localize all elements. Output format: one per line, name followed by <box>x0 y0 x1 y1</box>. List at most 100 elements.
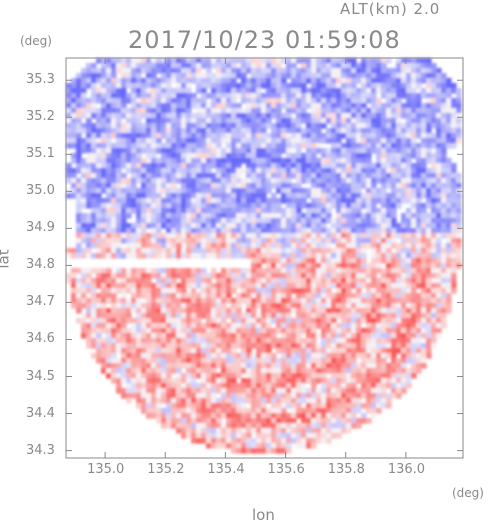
velocity-cell <box>116 278 122 284</box>
velocity-cell <box>361 173 367 179</box>
velocity-cell <box>236 193 242 199</box>
velocity-cell <box>301 118 307 124</box>
velocity-cell <box>316 298 322 304</box>
velocity-cell <box>216 363 222 369</box>
velocity-cell <box>261 233 267 239</box>
velocity-cell <box>311 228 317 234</box>
velocity-cell <box>126 313 132 319</box>
velocity-cell <box>141 203 147 209</box>
velocity-cell <box>271 293 277 299</box>
velocity-cell <box>221 203 227 209</box>
velocity-cell <box>386 218 392 224</box>
velocity-cell <box>206 138 212 144</box>
velocity-cell <box>421 158 427 164</box>
velocity-cell <box>441 138 447 144</box>
velocity-cell <box>246 398 252 404</box>
velocity-cell <box>401 188 407 194</box>
velocity-cell <box>396 358 402 364</box>
velocity-cell <box>291 283 297 289</box>
velocity-cell <box>151 103 157 109</box>
velocity-cell <box>241 98 247 104</box>
velocity-cell <box>411 313 417 319</box>
velocity-cell <box>451 83 457 89</box>
velocity-cell <box>336 348 342 354</box>
velocity-cell <box>431 163 437 169</box>
velocity-cell <box>406 93 412 99</box>
velocity-cell <box>101 133 107 139</box>
velocity-cell <box>241 273 247 279</box>
velocity-cell <box>171 348 177 354</box>
velocity-cell <box>316 353 322 359</box>
velocity-cell <box>336 138 342 144</box>
velocity-cell <box>186 138 192 144</box>
velocity-cell <box>266 228 272 234</box>
velocity-cell <box>281 193 287 199</box>
velocity-cell <box>431 108 437 114</box>
velocity-cell <box>396 133 402 139</box>
velocity-cell <box>436 143 442 149</box>
velocity-cell <box>321 203 327 209</box>
velocity-cell <box>116 338 122 344</box>
velocity-cell <box>136 398 142 404</box>
velocity-cell <box>201 298 207 304</box>
velocity-cell <box>156 403 162 409</box>
velocity-cell <box>321 73 327 79</box>
velocity-cell <box>431 173 437 179</box>
velocity-cell <box>376 223 382 229</box>
velocity-cell <box>186 73 192 79</box>
velocity-cell <box>71 88 77 94</box>
velocity-cell <box>416 173 422 179</box>
velocity-cell <box>386 238 392 244</box>
velocity-cell <box>351 408 357 414</box>
velocity-cell <box>106 308 112 314</box>
velocity-cell <box>141 288 147 294</box>
velocity-cell <box>361 133 367 139</box>
velocity-cell <box>136 333 142 339</box>
velocity-cell <box>371 323 377 329</box>
velocity-cell <box>446 98 452 104</box>
velocity-cell <box>76 223 82 229</box>
velocity-cell <box>251 78 257 84</box>
velocity-cell <box>126 308 132 314</box>
velocity-cell <box>186 158 192 164</box>
velocity-cell <box>371 328 377 334</box>
velocity-cell <box>371 388 377 394</box>
velocity-cell <box>136 178 142 184</box>
velocity-cell <box>276 338 282 344</box>
velocity-cell <box>311 298 317 304</box>
velocity-cell <box>146 283 152 289</box>
velocity-cell <box>351 193 357 199</box>
velocity-cell <box>196 228 202 234</box>
velocity-cell <box>121 288 127 294</box>
velocity-cell <box>386 278 392 284</box>
velocity-cell <box>171 358 177 364</box>
velocity-cell <box>296 68 302 74</box>
velocity-cell <box>161 308 167 314</box>
velocity-cell <box>141 378 147 384</box>
velocity-cell <box>306 203 312 209</box>
velocity-cell <box>251 203 257 209</box>
velocity-cell <box>176 353 182 359</box>
velocity-cell <box>206 163 212 169</box>
velocity-cell <box>396 243 402 249</box>
velocity-cell <box>356 208 362 214</box>
velocity-cell <box>381 78 387 84</box>
velocity-cell <box>71 293 77 299</box>
velocity-cell <box>326 248 332 254</box>
velocity-cell <box>251 98 257 104</box>
velocity-cell <box>356 313 362 319</box>
velocity-cell <box>181 323 187 329</box>
velocity-cell <box>391 243 397 249</box>
velocity-cell <box>81 318 87 324</box>
velocity-cell <box>141 68 147 74</box>
velocity-cell <box>346 143 352 149</box>
velocity-cell <box>316 413 322 419</box>
velocity-cell <box>166 128 172 134</box>
velocity-cell <box>286 368 292 374</box>
velocity-cell <box>141 63 147 69</box>
velocity-cell <box>306 293 312 299</box>
velocity-cell <box>356 233 362 239</box>
velocity-cell <box>136 138 142 144</box>
velocity-cell <box>121 323 127 329</box>
velocity-cell <box>401 223 407 229</box>
